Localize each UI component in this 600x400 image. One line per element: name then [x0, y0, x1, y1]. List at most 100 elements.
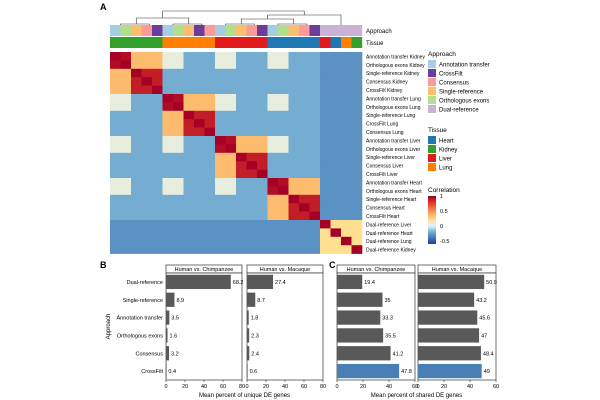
heatmap-cell — [110, 127, 121, 137]
heatmap-cell — [299, 220, 310, 229]
heatmap-cell — [225, 152, 237, 162]
heatmap-cell — [299, 77, 310, 86]
bar-value-label: 33.3 — [382, 316, 393, 322]
heatmap-cell — [351, 85, 363, 95]
heatmap-cell — [194, 144, 205, 154]
heatmap-cell — [162, 203, 174, 212]
heatmap-cell — [320, 169, 331, 179]
heatmap-cell — [183, 203, 195, 212]
heatmap-cell — [131, 144, 142, 154]
heatmap-cell — [173, 52, 184, 61]
bar — [166, 328, 168, 343]
approach-annotation-cell — [204, 25, 216, 36]
heatmap-cell — [341, 245, 352, 254]
heatmap-cell — [341, 203, 352, 212]
heatmap-cell — [246, 77, 258, 86]
heatmap-cell — [309, 102, 321, 112]
heatmap-cell — [131, 127, 142, 137]
heatmap-cell — [246, 161, 258, 170]
heatmap-cell — [204, 236, 216, 246]
heatmap-cell — [162, 60, 174, 70]
heatmap-cell — [215, 152, 226, 162]
x-tick-label: 80 — [239, 384, 245, 390]
heatmap-cell — [162, 52, 174, 61]
heatmap-cell — [330, 152, 342, 162]
heatmap-cell — [225, 136, 237, 145]
heatmap-cell — [131, 68, 142, 78]
heatmap-cell — [131, 60, 142, 70]
heatmap-cell — [278, 127, 289, 137]
bar — [247, 363, 248, 379]
heatmap-cell — [351, 194, 363, 204]
heatmap-cell — [309, 178, 321, 187]
heatmap-cell — [351, 211, 363, 221]
heatmap-cell — [173, 102, 184, 112]
x-tick-label: 40 — [467, 384, 473, 390]
tissue-annotation-cell — [309, 37, 321, 48]
heatmap-cell — [267, 144, 279, 154]
approach-legend-swatch — [428, 105, 436, 113]
heatmap-cell — [309, 220, 321, 229]
heatmap-cell — [257, 186, 268, 196]
heatmap-cell — [299, 169, 310, 179]
heatmap-cell — [120, 85, 132, 95]
heatmap-cell — [141, 245, 153, 254]
heatmap-cell — [131, 245, 142, 254]
heatmap-cell — [194, 169, 205, 179]
heatmap-cell — [288, 220, 300, 229]
heatmap-cell — [110, 136, 121, 145]
heatmap-cell — [225, 102, 237, 112]
heatmap-cell — [257, 236, 268, 246]
heatmap-cell — [152, 203, 163, 212]
heatmap-cell — [341, 52, 352, 61]
heatmap-cell — [341, 60, 352, 70]
heatmap-cell — [267, 236, 279, 246]
bar-value-label: 35.5 — [385, 333, 396, 339]
heatmap-cell — [131, 236, 142, 246]
heatmap-cell — [141, 161, 153, 170]
heatmap-cell — [110, 236, 121, 246]
heatmap-cell — [173, 203, 184, 212]
heatmap-cell — [194, 161, 205, 170]
row-label: Dual-reference Liver — [366, 222, 412, 228]
heatmap-cell — [120, 194, 132, 204]
heatmap-cell — [330, 127, 342, 137]
x-tick-label: 60 — [301, 384, 307, 390]
bar — [247, 274, 274, 290]
bar — [337, 328, 384, 343]
bar — [166, 274, 231, 290]
heatmap-cell — [341, 127, 352, 137]
heatmap-cell — [141, 203, 153, 212]
heatmap-cell — [225, 169, 237, 179]
facet-panel — [246, 272, 324, 381]
heatmap-cell — [257, 144, 268, 154]
row-label: Consensus Kidney — [366, 80, 408, 86]
shared-de-genes-chart: Human vs. Chimpanzee 19.4 35 33.3 35.5 41.2 47… — [335, 264, 499, 399]
heatmap-cell — [110, 228, 121, 238]
heatmap-cell — [320, 203, 331, 212]
heatmap-cell — [173, 161, 184, 170]
heatmap-cell — [320, 211, 331, 221]
heatmap-cell — [110, 60, 121, 70]
heatmap-cell — [288, 52, 300, 61]
approach-annotation-cell — [225, 25, 237, 36]
heatmap-cell — [236, 94, 247, 103]
facet-title: Human vs. Macaque — [432, 267, 482, 273]
heatmap-cell — [141, 186, 153, 196]
heatmap-cell — [120, 236, 132, 246]
heatmap-cell — [110, 94, 121, 103]
heatmap-cell — [225, 52, 237, 61]
row-label: CrossFilt Kidney — [366, 88, 403, 94]
heatmap-cell — [278, 77, 289, 86]
heatmap-cell — [257, 110, 268, 120]
heatmap-cell — [299, 152, 310, 162]
heatmap-cell — [183, 178, 195, 187]
tissue-annotation-cell — [320, 37, 331, 48]
heatmap-cell — [278, 60, 289, 70]
heatmap-cell — [110, 85, 121, 95]
heatmap-cell — [341, 178, 352, 187]
heatmap-cell — [194, 102, 205, 112]
heatmap-cell — [309, 203, 321, 212]
heatmap-cell — [204, 169, 216, 179]
heatmap-cell — [225, 94, 237, 103]
